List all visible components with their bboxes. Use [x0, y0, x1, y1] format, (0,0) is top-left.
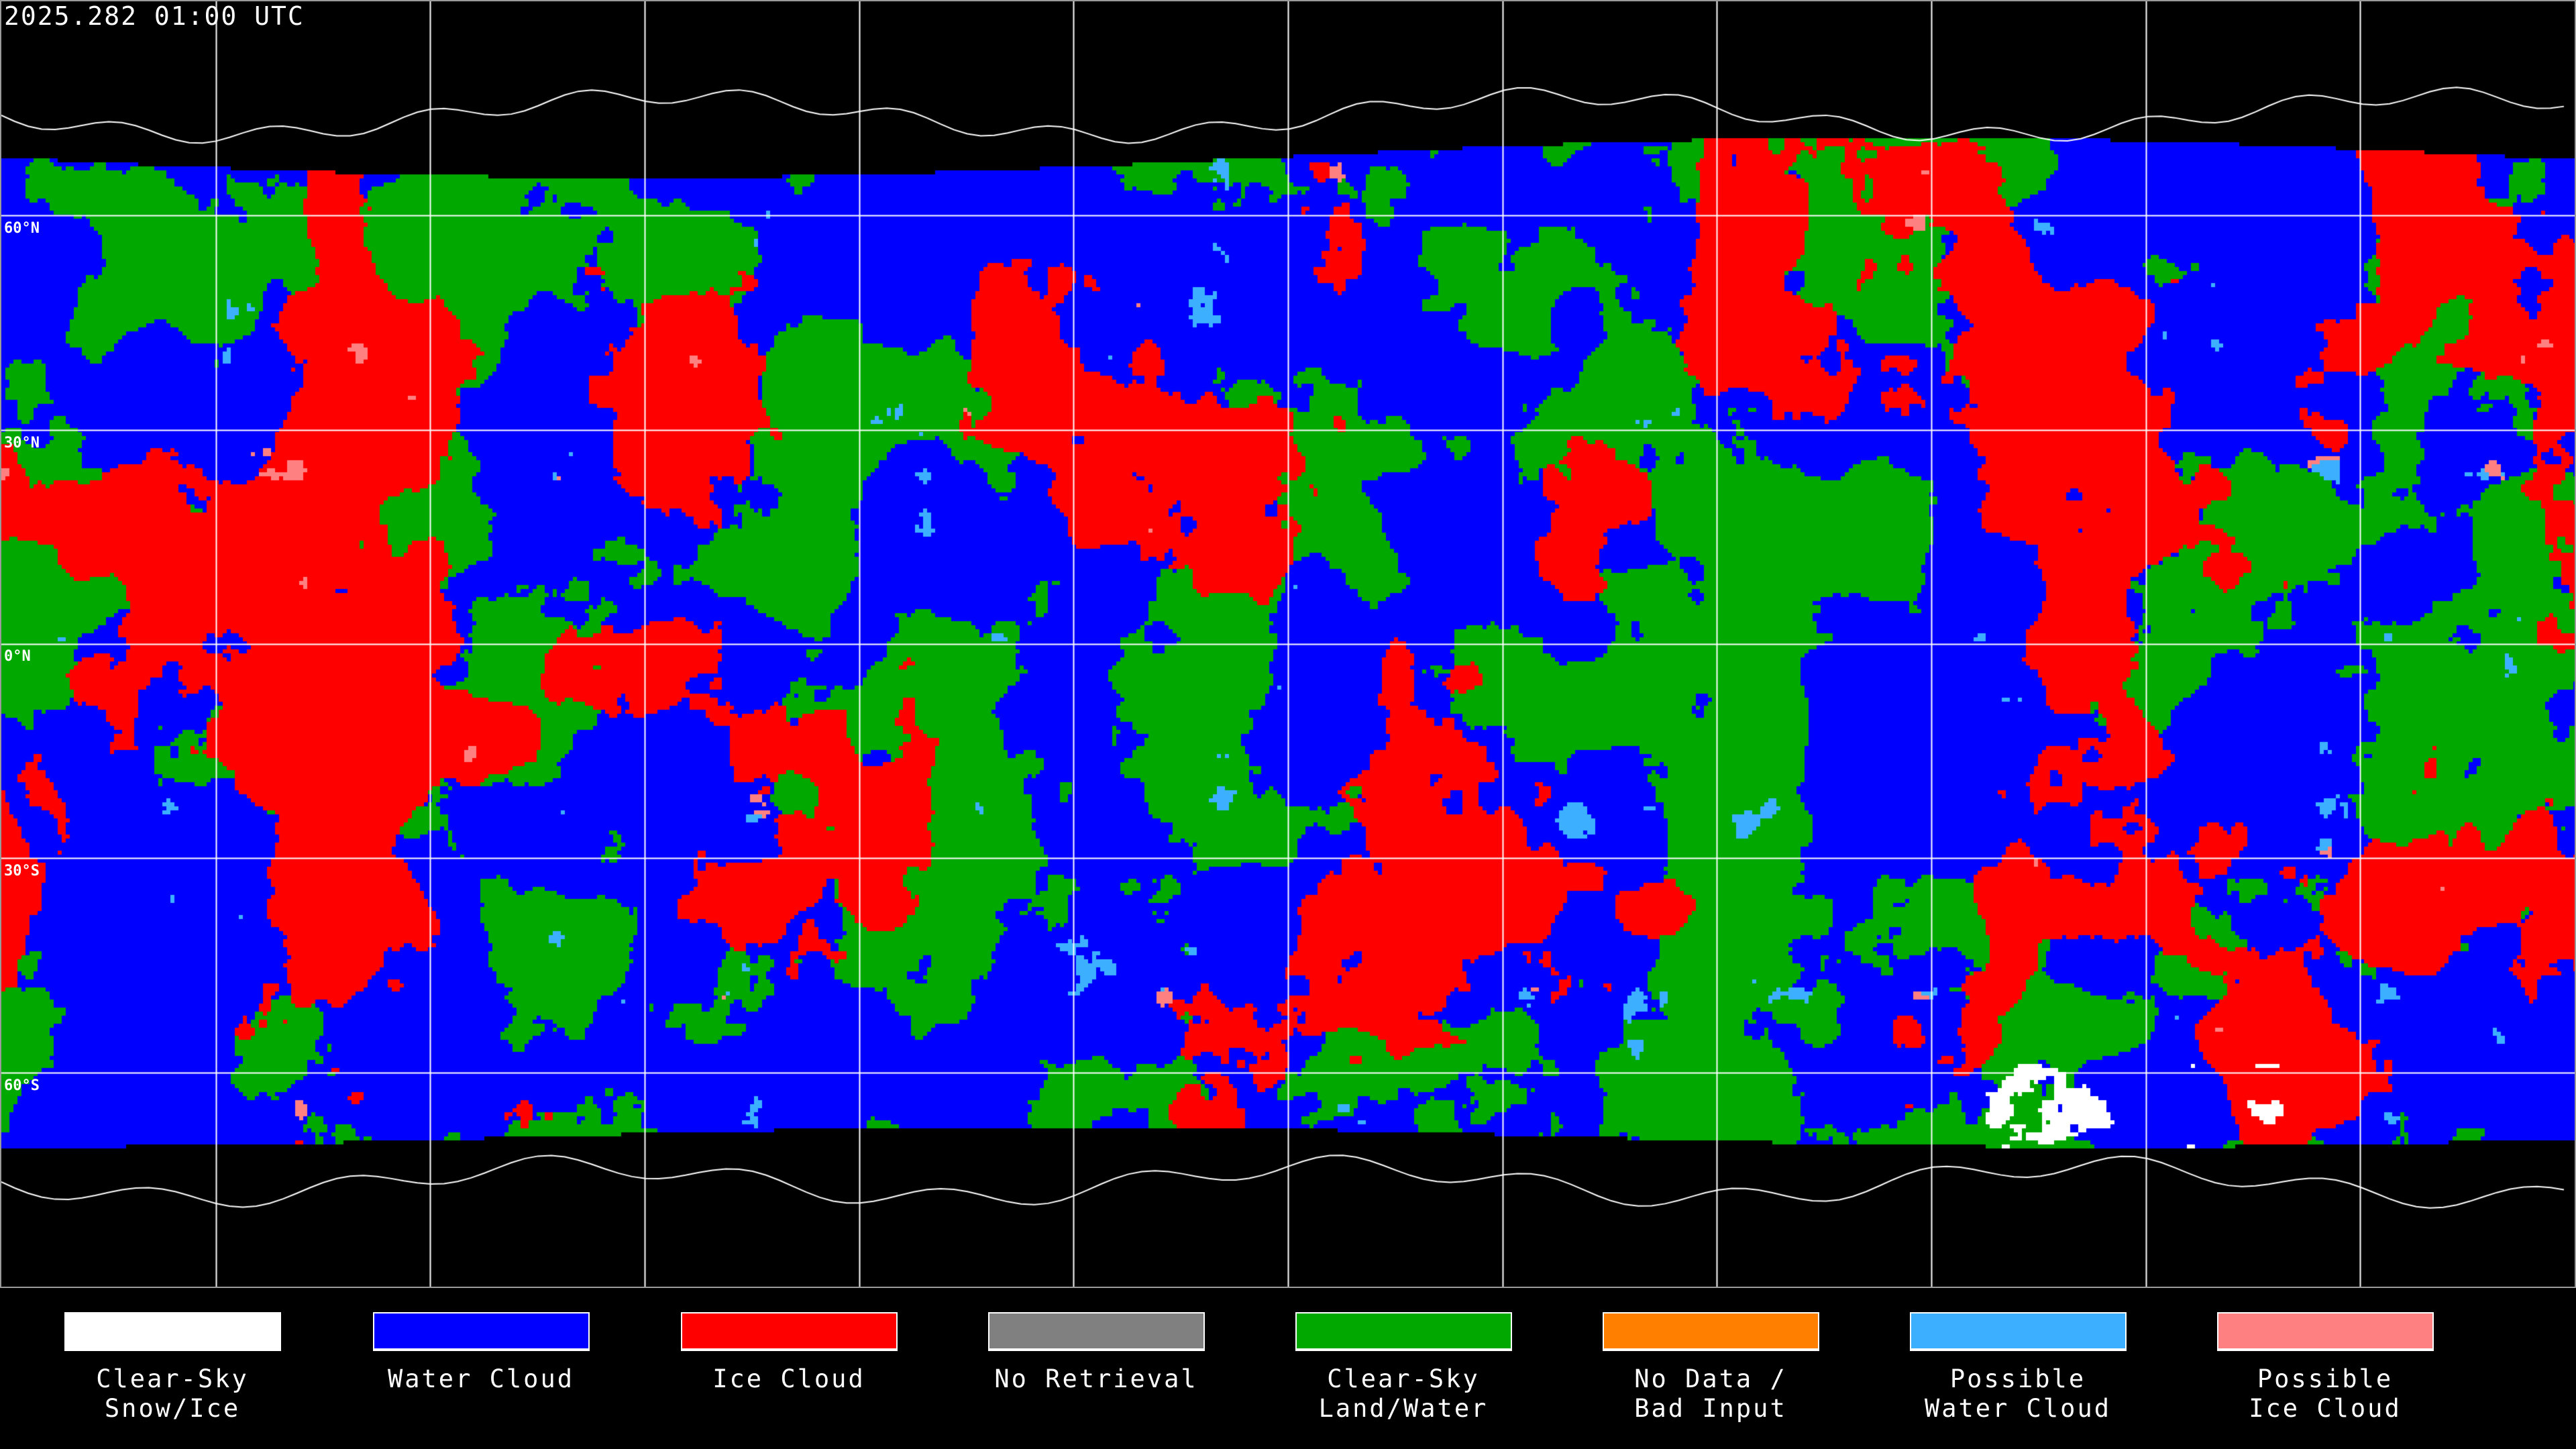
legend-label: Ice Cloud [712, 1364, 865, 1393]
legend: Clear-Sky Snow/Ice Water Cloud Ice Cloud… [0, 1289, 2576, 1449]
legend-swatch [1909, 1312, 2127, 1351]
legend-item-possible-ice-cloud: Possible Ice Cloud [2184, 1289, 2466, 1424]
legend-label: Possible Ice Cloud [2249, 1364, 2402, 1423]
lat-label-30s: 30°S [4, 863, 40, 879]
legend-item-clear-sky-snow-ice: Clear-Sky Snow/Ice [32, 1289, 313, 1424]
timestamp: 2025.282 01:00 UTC [4, 1, 305, 31]
legend-item-no-retrieval: No Retrieval [955, 1289, 1237, 1394]
legend-item-clear-sky-land-water: Clear-Sky Land/Water [1263, 1289, 1544, 1424]
legend-label: Clear-Sky Land/Water [1318, 1364, 1489, 1423]
legend-swatch [987, 1312, 1205, 1351]
legend-swatch [680, 1312, 898, 1351]
legend-label: Possible Water Cloud [1924, 1364, 2112, 1423]
lat-label-0n: 0°N [4, 648, 31, 665]
legend-label: Clear-Sky Snow/Ice [96, 1364, 249, 1423]
legend-item-ice-cloud: Ice Cloud [648, 1289, 930, 1394]
lat-label-60s: 60°S [4, 1077, 40, 1094]
legend-label: No Data / Bad Input [1634, 1364, 1787, 1423]
cloud-phase-map: 2025.282 01:00 UTC 60°N 30°N 0°N 30°S 60… [0, 0, 2576, 1288]
lat-label-30n: 30°N [4, 435, 40, 451]
cloud-phase-raster [1, 1, 2575, 1287]
legend-item-water-cloud: Water Cloud [340, 1289, 622, 1394]
legend-label: No Retrieval [994, 1364, 1198, 1393]
legend-item-no-data: No Data / Bad Input [1570, 1289, 1851, 1424]
legend-label: Water Cloud [387, 1364, 575, 1393]
legend-swatch [372, 1312, 590, 1351]
legend-swatch [2216, 1312, 2434, 1351]
legend-swatch [64, 1312, 281, 1351]
legend-swatch [1295, 1312, 1512, 1351]
lat-label-60n: 60°N [4, 220, 40, 237]
legend-swatch [1602, 1312, 1819, 1351]
legend-item-possible-water-cloud: Possible Water Cloud [1877, 1289, 2159, 1424]
